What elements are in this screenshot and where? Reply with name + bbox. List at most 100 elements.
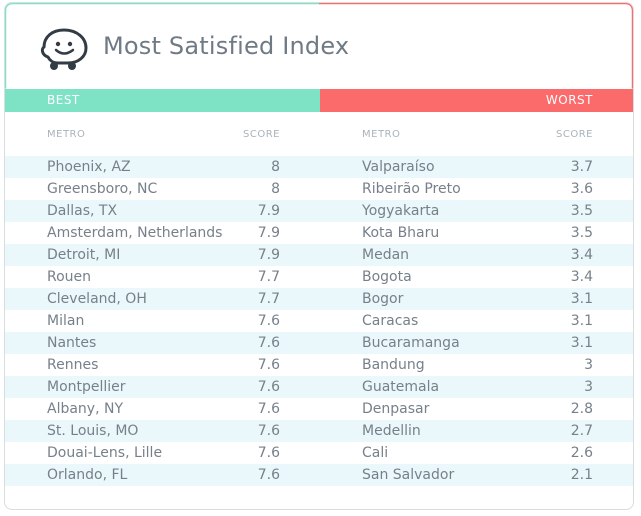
- table-row: Phoenix, AZ 8: [5, 156, 320, 178]
- table-row: Douai-Lens, Lille 7.6: [5, 442, 320, 464]
- metro-name: Bandung: [362, 357, 425, 373]
- score-value: 7.7: [257, 291, 280, 307]
- table-row: Bogor 3.1: [320, 288, 633, 310]
- metro-name: Albany, NY: [47, 401, 124, 417]
- metro-name: Bogota: [362, 269, 412, 285]
- score-value: 7.6: [257, 467, 280, 483]
- table-row: Bucaramanga 3.1: [320, 332, 633, 354]
- score-value: 7.6: [257, 313, 280, 329]
- metro-name: Valparaíso: [362, 159, 435, 175]
- worst-table: METRO SCORE Valparaíso 3.7 Ribeirão Preto 3…: [320, 112, 633, 502]
- metro-name: St. Louis, MO: [47, 423, 139, 439]
- waze-logo-icon: [40, 28, 88, 70]
- table-row: Medellin 2.7: [320, 420, 633, 442]
- metro-name: Greensboro, NC: [47, 181, 158, 197]
- score-value: 7.9: [257, 203, 280, 219]
- table-row: Denpasar 2.8: [320, 398, 633, 420]
- table-row: Albany, NY 7.6: [5, 398, 320, 420]
- metro-name: Phoenix, AZ: [47, 159, 131, 175]
- table-row: Detroit, MI 7.9: [5, 244, 320, 266]
- table-row: Caracas 3.1: [320, 310, 633, 332]
- metro-name: Caracas: [362, 313, 419, 329]
- best-metro-header: METRO: [47, 129, 86, 140]
- metro-name: Dallas, TX: [47, 203, 118, 219]
- table-row: Medan 3.4: [320, 244, 633, 266]
- metro-name: Rouen: [47, 269, 92, 285]
- table-row: Valparaíso 3.7: [320, 156, 633, 178]
- metro-name: Orlando, FL: [47, 467, 128, 483]
- best-bar: BEST: [5, 89, 320, 112]
- table-row: Milan 7.6: [5, 310, 320, 332]
- score-value: 7.6: [257, 423, 280, 439]
- score-value: 3.7: [570, 159, 593, 175]
- worst-score-header: SCORE: [556, 129, 593, 140]
- metro-name: Cali: [362, 445, 389, 461]
- score-value: 3.5: [570, 203, 593, 219]
- metro-name: Bucaramanga: [362, 335, 460, 351]
- score-value: 3.1: [570, 291, 593, 307]
- table-row: Nantes 7.6: [5, 332, 320, 354]
- metro-name: San Salvador: [362, 467, 455, 483]
- best-rows: Phoenix, AZ 8 Greensboro, NC 8 Dallas, TX 7.9…: [5, 156, 320, 486]
- score-value: 7.6: [257, 335, 280, 351]
- score-value: 2.8: [570, 401, 593, 417]
- index-card: Most Satisfied Index BEST WORST METRO SC…: [4, 2, 634, 510]
- score-value: 7.9: [257, 225, 280, 241]
- score-value: 8: [271, 181, 280, 197]
- table-row: Kota Bharu 3.5: [320, 222, 633, 244]
- score-value: 3: [584, 379, 593, 395]
- card-header: Most Satisfied Index: [5, 3, 633, 89]
- metro-name: Kota Bharu: [362, 225, 440, 241]
- best-table: METRO SCORE Phoenix, AZ 8 Greensboro, NC 8 D…: [5, 112, 320, 502]
- table-row: Rouen 7.7: [5, 266, 320, 288]
- score-value: 3.6: [570, 181, 593, 197]
- metro-name: Milan: [47, 313, 85, 329]
- score-value: 3.4: [570, 247, 593, 263]
- table-row: Cali 2.6: [320, 442, 633, 464]
- metro-name: Medellin: [362, 423, 421, 439]
- worst-metro-header: METRO: [362, 129, 401, 140]
- page-title: Most Satisfied Index: [103, 32, 350, 60]
- metro-name: Cleveland, OH: [47, 291, 147, 307]
- score-value: 2.1: [570, 467, 593, 483]
- score-value: 7.7: [257, 269, 280, 285]
- score-value: 7.6: [257, 401, 280, 417]
- table-row: Orlando, FL 7.6: [5, 464, 320, 486]
- score-value: 3.4: [570, 269, 593, 285]
- score-value: 8: [271, 159, 280, 175]
- table-row: Yogyakarta 3.5: [320, 200, 633, 222]
- table-row: Ribeirão Preto 3.6: [320, 178, 633, 200]
- table-row: Rennes 7.6: [5, 354, 320, 376]
- metro-name: Yogyakarta: [362, 203, 440, 219]
- score-value: 7.6: [257, 445, 280, 461]
- score-value: 3.1: [570, 335, 593, 351]
- metro-name: Detroit, MI: [47, 247, 121, 263]
- table-row: Guatemala 3: [320, 376, 633, 398]
- metro-name: Douai-Lens, Lille: [47, 445, 163, 461]
- metro-name: Denpasar: [362, 401, 430, 417]
- metro-name: Medan: [362, 247, 410, 263]
- score-value: 2.6: [570, 445, 593, 461]
- table-row: Bogota 3.4: [320, 266, 633, 288]
- table-row: Montpellier 7.6: [5, 376, 320, 398]
- table-row: Greensboro, NC 8: [5, 178, 320, 200]
- table-row: San Salvador 2.1: [320, 464, 633, 486]
- metro-name: Guatemala: [362, 379, 440, 395]
- score-value: 7.9: [257, 247, 280, 263]
- metro-name: Rennes: [47, 357, 99, 373]
- metro-name: Bogor: [362, 291, 404, 307]
- table-row: Amsterdam, Netherlands 7.9: [5, 222, 320, 244]
- table-row: Bandung 3: [320, 354, 633, 376]
- table-row: St. Louis, MO 7.6: [5, 420, 320, 442]
- metro-name: Amsterdam, Netherlands: [47, 225, 223, 241]
- metro-name: Montpellier: [47, 379, 126, 395]
- score-value: 7.6: [257, 379, 280, 395]
- score-value: 7.6: [257, 357, 280, 373]
- worst-bar: WORST: [320, 89, 633, 112]
- score-value: 3.1: [570, 313, 593, 329]
- score-value: 3.5: [570, 225, 593, 241]
- worst-rows: Valparaíso 3.7 Ribeirão Preto 3.6 Yogyakarta…: [320, 156, 633, 486]
- table-row: Dallas, TX 7.9: [5, 200, 320, 222]
- best-score-header: SCORE: [243, 129, 280, 140]
- table-row: Cleveland, OH 7.7: [5, 288, 320, 310]
